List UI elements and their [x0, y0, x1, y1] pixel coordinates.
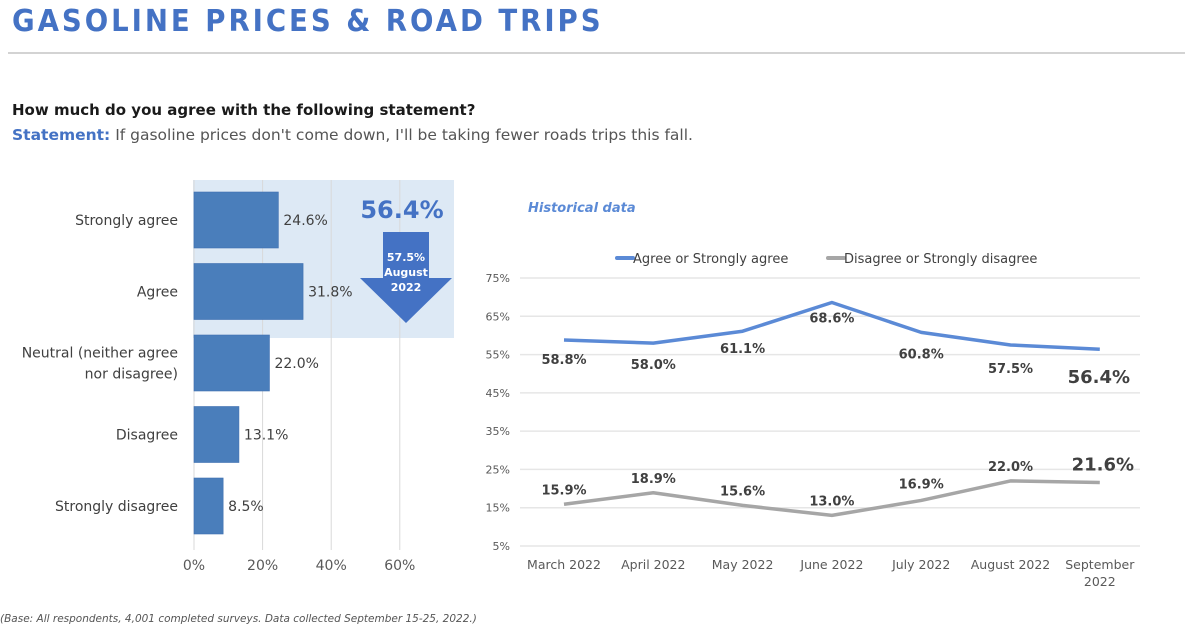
bar-value-label: 8.5%: [228, 499, 264, 515]
disagree-series-line: [563, 479, 1100, 518]
category-label: Disagree: [116, 428, 178, 444]
statement-text: If gasoline prices don't come down, I'll…: [110, 126, 693, 144]
x-tick-label: April 2022: [621, 557, 685, 572]
y-tick-label: 35%: [486, 425, 510, 438]
disagree-data-label: 18.9%: [631, 472, 676, 487]
y-tick-label: 15%: [486, 502, 510, 515]
category-label: Strongly agree: [75, 213, 178, 229]
y-tick-label: 45%: [486, 387, 510, 400]
historical-chart-title: Historical data: [528, 201, 636, 216]
agree-data-label: 57.5%: [988, 362, 1033, 377]
x-tick-label: 0%: [183, 558, 205, 574]
category-label: Strongly disagree: [55, 499, 178, 515]
disagree-data-label: 22.0%: [988, 460, 1033, 475]
response-bar-chart: 0% 20% 40% 60% 24.6% Strongly agree 31.8% Agree…: [22, 180, 454, 574]
bar: [193, 406, 240, 463]
bar: [193, 191, 279, 249]
survey-question: How much do you agree with the following…: [12, 101, 476, 119]
x-tick-label: August 2022: [971, 557, 1051, 572]
arrow-label: 57.5%: [387, 251, 425, 264]
bar: [193, 334, 270, 392]
disagree-data-label: 21.6%: [1072, 454, 1134, 475]
bar: [193, 477, 224, 535]
disagree-data-label: 16.9%: [899, 477, 944, 492]
agree-series-line: [563, 300, 1100, 351]
x-tick-label: 2022: [1084, 574, 1116, 589]
disagree-data-label: 15.9%: [541, 483, 586, 498]
legend-label: Agree or Strongly agree: [633, 252, 788, 267]
disagree-data-label: 13.0%: [809, 494, 854, 509]
x-tick-label: July 2022: [891, 557, 950, 572]
agree-data-label: 56.4%: [1068, 367, 1130, 388]
agree-data-label: 68.6%: [809, 312, 854, 327]
arrow-label: August: [384, 266, 428, 279]
agree-data-label: 58.8%: [541, 353, 586, 368]
agree-data-label: 58.0%: [631, 358, 676, 373]
y-tick-label: 5%: [493, 540, 510, 553]
bar-value-label: 13.1%: [244, 428, 288, 444]
bar-value-label: 31.8%: [308, 285, 352, 301]
bar-value-label: 22.0%: [274, 356, 318, 372]
footnote: (Base: All respondents, 4,001 completed …: [0, 613, 477, 625]
category-label: nor disagree): [85, 367, 178, 383]
y-tick-label: 75%: [486, 272, 510, 285]
x-tick-label: 20%: [247, 558, 278, 574]
category-label: Neutral (neither agree: [22, 346, 178, 362]
arrow-label: 2022: [391, 281, 422, 294]
x-tick-label: 40%: [316, 558, 347, 574]
y-tick-label: 65%: [486, 310, 510, 323]
agree-data-label: 61.1%: [720, 342, 765, 357]
x-tick-label: September: [1065, 557, 1135, 572]
historical-line-chart: 5% 15% 25% 35% 45% 55% 65% 75% March 2022 April 2…: [486, 252, 1140, 589]
callout-total: 56.4%: [360, 196, 443, 224]
bar-value-label: 24.6%: [283, 213, 327, 229]
x-tick-label: June 2022: [799, 557, 863, 572]
y-tick-label: 25%: [486, 463, 510, 476]
bar: [193, 263, 304, 320]
x-tick-label: 60%: [384, 558, 415, 574]
page-title: GASOLINE PRICES & ROAD TRIPS: [12, 4, 604, 39]
survey-statement: Statement: If gasoline prices don't come…: [12, 126, 693, 144]
legend-label: Disagree or Strongly disagree: [844, 252, 1037, 267]
disagree-data-label: 15.6%: [720, 484, 765, 499]
category-label: Agree: [137, 285, 178, 301]
statement-label: Statement:: [12, 126, 111, 144]
y-tick-label: 55%: [486, 349, 510, 362]
x-tick-label: May 2022: [712, 557, 774, 572]
title-divider: [8, 52, 1185, 54]
x-tick-label: March 2022: [527, 557, 601, 572]
down-arrow-icon: [360, 232, 452, 323]
agree-data-label: 60.8%: [899, 347, 944, 362]
